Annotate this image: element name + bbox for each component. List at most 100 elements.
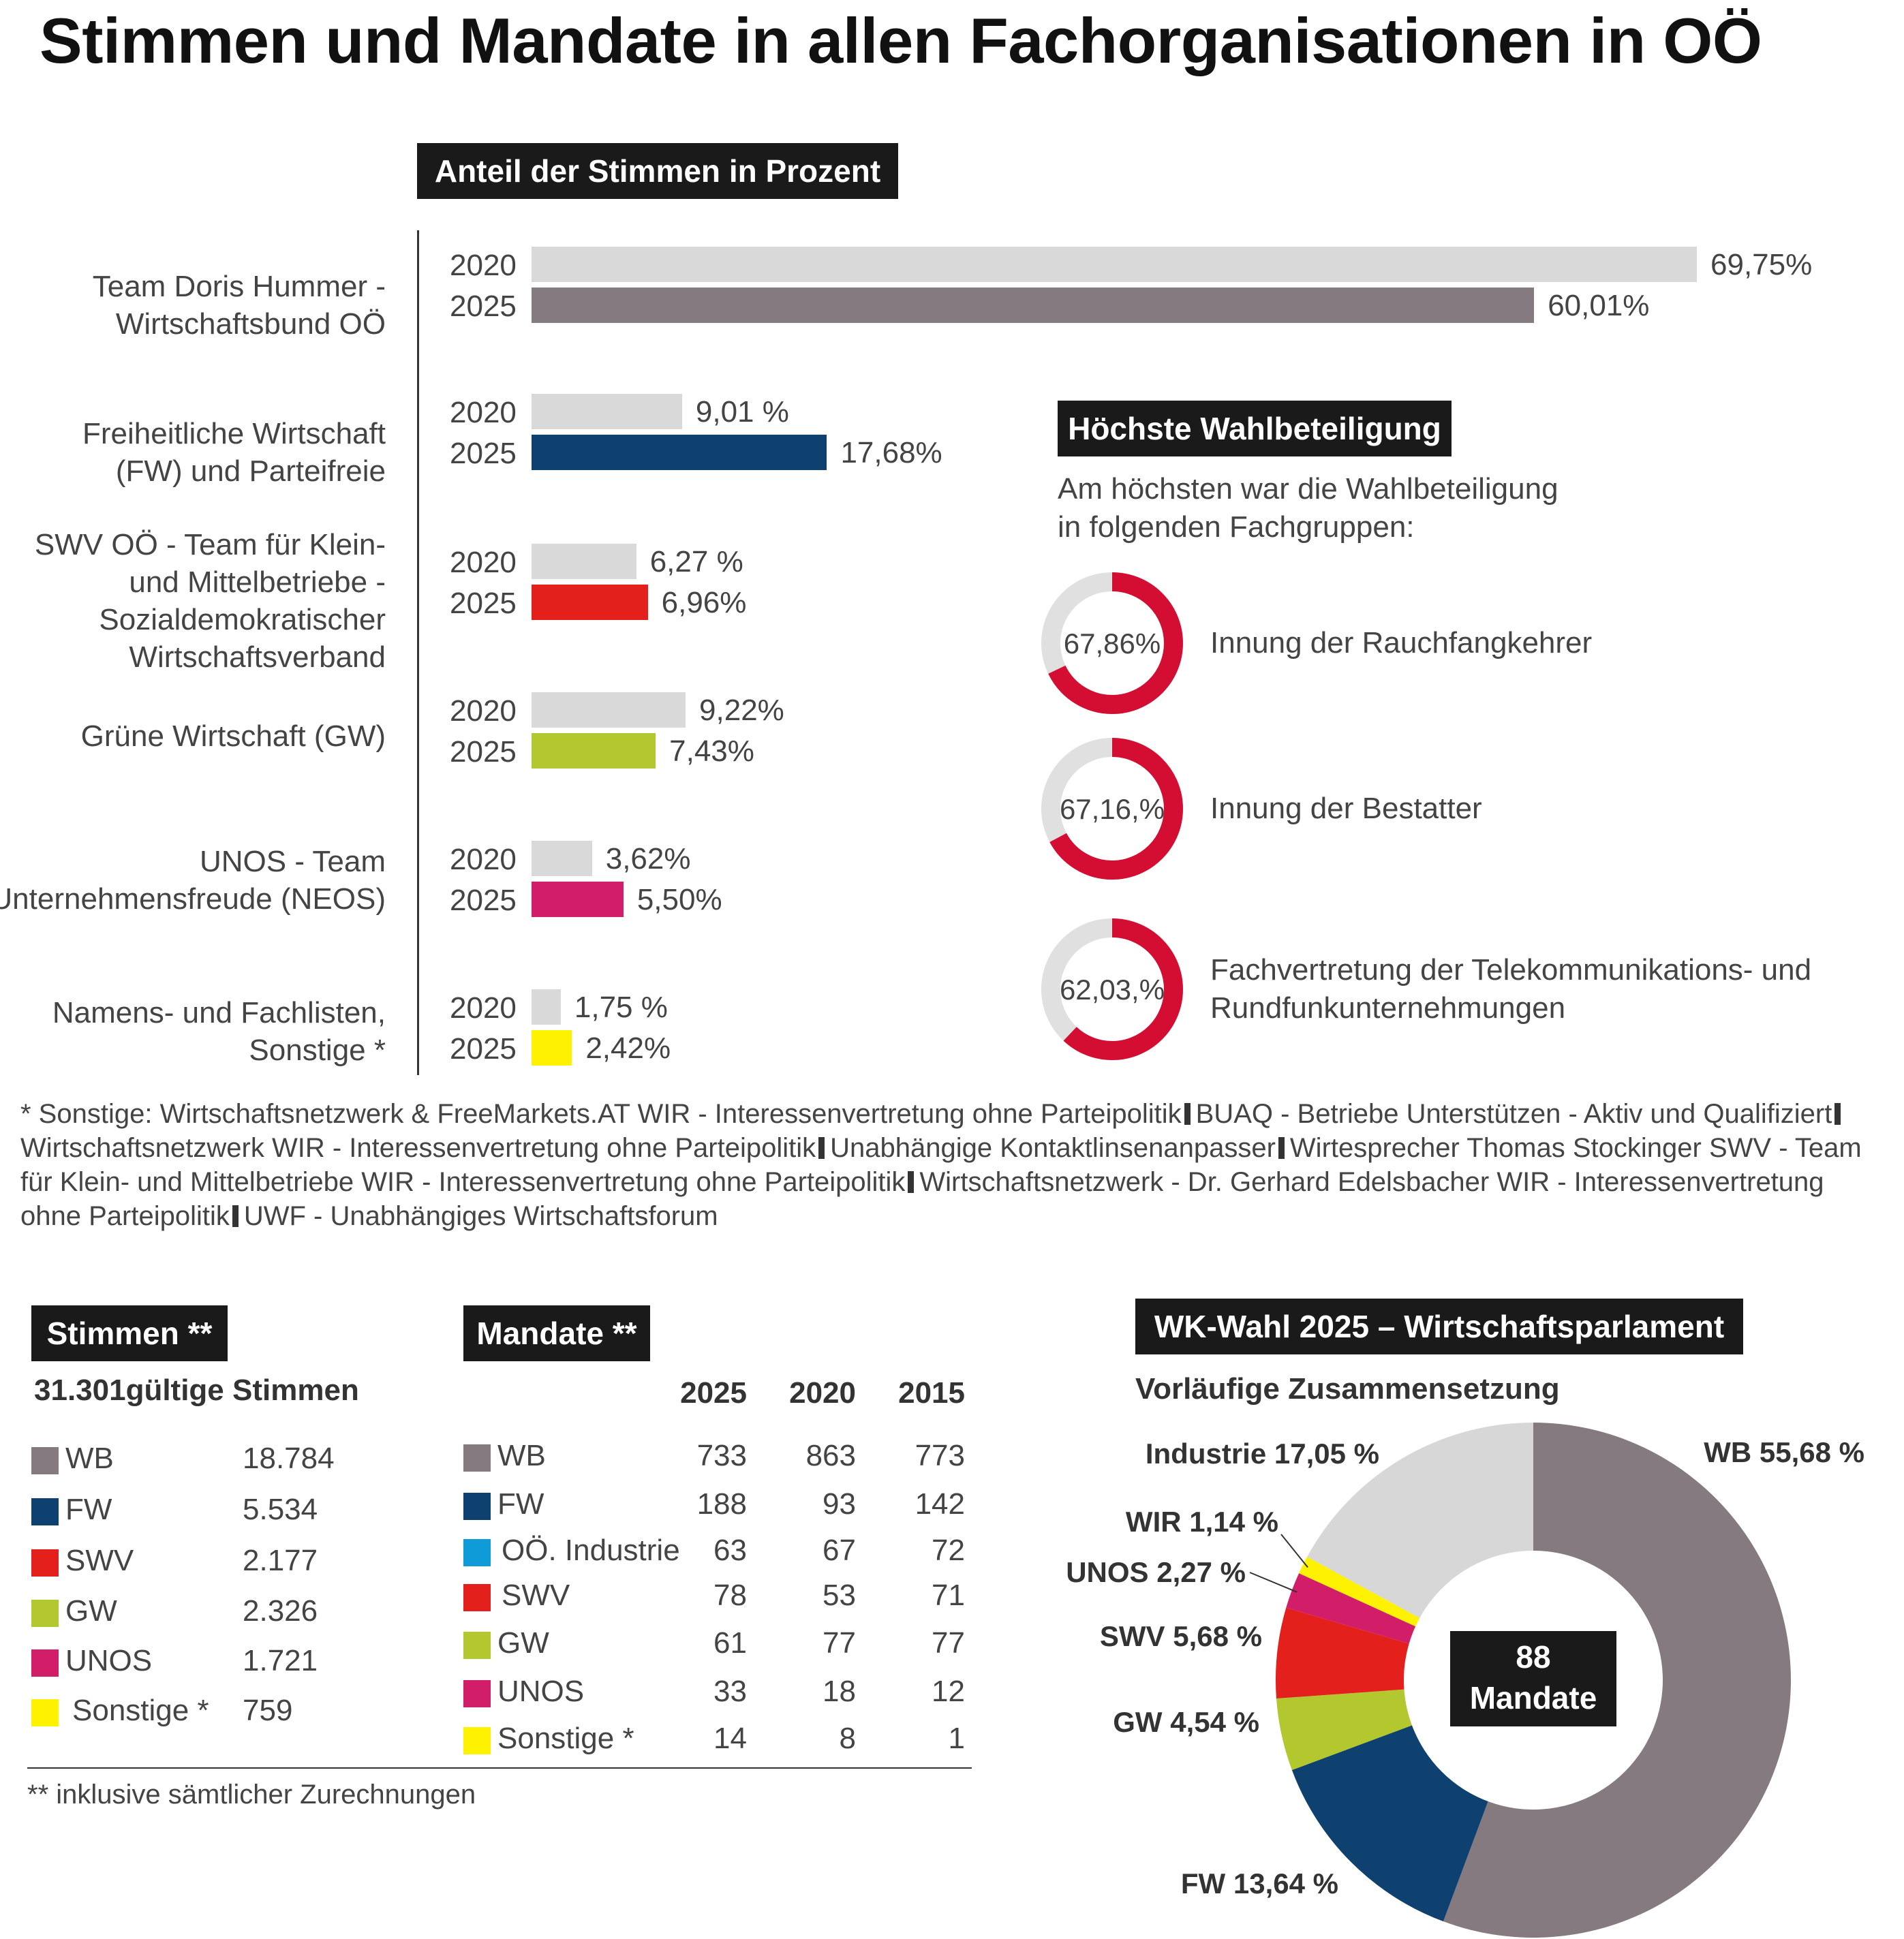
bar-category-line: Team Doris Hummer - — [92, 270, 386, 303]
footnote-prefix: * Sonstige: — [20, 1099, 160, 1129]
mandate-party-name: WB — [497, 1439, 546, 1472]
donut-slice-unos — [1286, 1573, 1416, 1644]
bar-value-label: 60,01% — [1548, 289, 1650, 322]
bar — [532, 841, 592, 876]
stimmen-party-name: FW — [65, 1493, 112, 1526]
mandate-value: 77 — [823, 1626, 856, 1660]
bar — [532, 692, 686, 728]
bar-category-line: Grüne Wirtschaft (GW) — [80, 719, 386, 753]
mandate-value: 863 — [805, 1439, 856, 1472]
mandate-column-header: 2020 — [789, 1376, 856, 1410]
donut-center-label: Mandate — [1470, 1680, 1597, 1716]
bar-category-label: Freiheitliche Wirtschaft (FW) und Parteif… — [82, 415, 386, 490]
stimmen-votes-value: 2.177 — [243, 1544, 318, 1577]
table-bottom-rule — [27, 1767, 972, 1769]
bar — [532, 394, 682, 429]
footnote-part: Wirtesprecher Thomas Stockinger SWV - Te… — [20, 1133, 1862, 1197]
footnote-sonstige: * Sonstige: Wirtschaftsnetzwerk & FreeMa… — [20, 1097, 1888, 1233]
legend-swatch — [31, 1699, 59, 1726]
separator-mark — [1278, 1137, 1285, 1159]
mandate-party-name: UNOS — [497, 1675, 585, 1708]
stimmen-note: ** inklusive sämtlicher Zurechnungen — [27, 1780, 476, 1810]
bar-year-label: 2025 — [450, 290, 517, 323]
separator-mark — [232, 1205, 239, 1227]
separator-mark — [1184, 1103, 1191, 1125]
mandate-value: 12 — [932, 1675, 965, 1708]
donut-title: WK-Wahl 2025 – Wirtschaftsparlament — [1135, 1299, 1743, 1354]
legend-swatch — [31, 1447, 59, 1474]
mandate-value: 773 — [915, 1439, 965, 1472]
bar-category-line: UNOS - Team — [199, 845, 386, 878]
bar-value-label: 3,62% — [605, 842, 691, 875]
turnout-item-name: Fachvertretung der Telekommunikations- u… — [1210, 951, 1811, 1027]
legend-swatch — [463, 1493, 491, 1520]
turnout-ring-label: 67,16,% — [1060, 793, 1165, 825]
mandate-party-name: FW — [497, 1487, 544, 1521]
turnout-item-name-line: Rundfunkunternehmungen — [1210, 991, 1566, 1025]
bar-category-line: Sozialdemokratischer — [99, 603, 386, 636]
mandate-value: 733 — [696, 1439, 747, 1472]
donut-slice-label: FW 13,64 % — [1181, 1867, 1338, 1899]
turnout-ring-label: 67,86% — [1064, 627, 1161, 660]
bar-year-label: 2020 — [450, 546, 517, 579]
stimmen-subtitle: 31.301gültige Stimmen — [34, 1374, 359, 1407]
donut-slice-swv — [1276, 1607, 1409, 1699]
turnout-subtitle: Am höchsten war die Wahlbeteiligung in f… — [1058, 470, 1558, 546]
donut-slice-label: SWV 5,68 % — [1100, 1620, 1262, 1652]
bar-year-label: 2025 — [450, 884, 517, 917]
separator-mark — [908, 1171, 915, 1193]
bar-year-label: 2020 — [450, 249, 517, 282]
bar — [532, 247, 1697, 282]
donut-center-box — [1450, 1631, 1616, 1726]
bar-value-label: 17,68% — [840, 436, 942, 469]
bar — [532, 882, 624, 917]
turnout-ring-label: 62,03,% — [1060, 974, 1165, 1006]
bar-value-label: 6,96% — [661, 586, 747, 619]
mandate-value: 72 — [932, 1534, 965, 1567]
mandate-value: 14 — [713, 1722, 747, 1755]
page-title: Stimmen und Mandate in allen Fachorganis… — [40, 5, 1762, 76]
legend-swatch — [463, 1680, 491, 1707]
legend-swatch — [31, 1600, 59, 1627]
turnout-ring-value — [1041, 572, 1183, 714]
stimmen-title: Stimmen ** — [31, 1305, 228, 1361]
bar-category-line: Namens- und Fachlisten, — [52, 996, 386, 1029]
bar — [532, 435, 827, 470]
mandate-party-name: Sonstige * — [497, 1722, 634, 1755]
footnote-part: Unabhängige Kontaktlinsenanpasser — [830, 1133, 1276, 1163]
mandate-party-name: OÖ. Industrie — [502, 1534, 680, 1567]
stimmen-party-name: Sonstige * — [72, 1694, 209, 1727]
donut-slice-label: WIR 1,14 % — [1126, 1506, 1278, 1538]
turnout-ring-value — [1041, 918, 1183, 1060]
footnote-part: BUAQ - Betriebe Unterstützen - Aktiv und… — [1195, 1099, 1832, 1129]
bar-category-label: Grüne Wirtschaft (GW) — [81, 717, 386, 755]
bar-category-line: Freiheitliche Wirtschaft — [82, 417, 386, 450]
stimmen-votes-value: 1.721 — [243, 1644, 318, 1677]
stimmen-votes-value: 2.326 — [243, 1594, 318, 1628]
bar-category-label: UNOS - Team Unternehmensfreude (NEOS) — [0, 843, 386, 918]
bar-year-label: 2025 — [450, 437, 517, 470]
mandate-value: 188 — [696, 1487, 747, 1521]
legend-swatch — [463, 1539, 491, 1566]
separator-mark — [818, 1137, 825, 1159]
donut-slice-wir — [1299, 1556, 1420, 1627]
turnout-item-name-line: Innung der Rauchfangkehrer — [1210, 626, 1593, 660]
mandate-value: 8 — [839, 1722, 856, 1755]
donut-slice-label: Industrie 17,05 % — [1146, 1438, 1379, 1470]
stimmen-party-name: GW — [65, 1594, 117, 1628]
bar-chart-title: Anteil der Stimmen in Prozent — [417, 143, 898, 199]
legend-swatch — [463, 1444, 491, 1472]
bar — [532, 733, 656, 769]
bar — [532, 544, 636, 579]
mandate-column-header: 2015 — [898, 1376, 965, 1410]
donut-slice-label: UNOS 2,27 % — [1066, 1556, 1246, 1588]
stimmen-party-name: SWV — [65, 1544, 134, 1577]
bar-value-label: 9,01 % — [695, 395, 789, 429]
mandate-column-header: 2025 — [680, 1376, 747, 1410]
donut-center-label: 88 — [1516, 1639, 1550, 1675]
bar-category-line: Sonstige * — [249, 1034, 386, 1067]
mandate-value: 78 — [713, 1579, 747, 1612]
bar-category-line: SWV OÖ - Team für Klein- — [34, 528, 386, 561]
donut-leader-line — [1280, 1534, 1308, 1568]
footnote-part: Wirtschaftsnetzwerk WIR - Interessenvert… — [20, 1133, 816, 1163]
